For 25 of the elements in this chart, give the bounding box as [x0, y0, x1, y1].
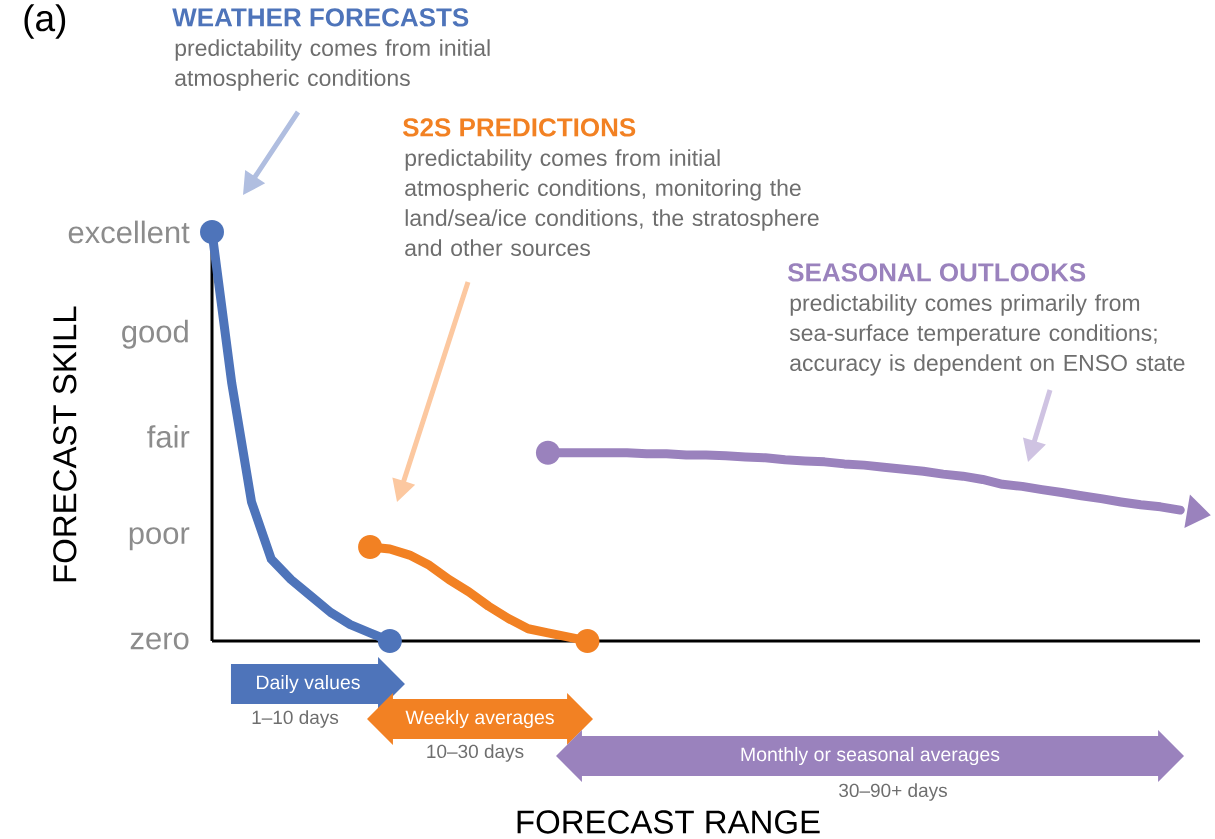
point [575, 629, 600, 653]
text: Monthly or seasonal averages [741, 746, 1000, 766]
text: Daily values [257, 674, 360, 694]
text: FORECAST RANGE [517, 810, 820, 834]
text: WEATHER FORECASTS [172, 8, 469, 27]
text: S2S PREDICTIONS [402, 118, 636, 137]
text: fair [147, 425, 190, 448]
annotation: predictability comes primarily from sea-surface temperature conditions; accuracy is dependent on ENSO state [789, 294, 1185, 376]
text: (a) [24, 4, 66, 39]
annotation: predictability comes from initial atmospheric conditions, monitoring the land/sea/ice conditions, the stratosphere and other sources [405, 149, 819, 257]
text: predictability comes from initial atmospheric conditions [175, 39, 490, 91]
point [377, 629, 402, 653]
y-axis-title: FORECAST SKILL [53, 306, 77, 582]
text: poor [129, 527, 190, 551]
point [535, 440, 560, 465]
text: 30–90+ days [839, 783, 947, 801]
text: SEASONAL OUTLOOKS [787, 263, 1086, 282]
text: excellent [68, 220, 190, 244]
text: 10–30 days [427, 744, 524, 762]
text: Weekly averages [405, 709, 554, 729]
point [200, 220, 225, 244]
text: zero [130, 632, 189, 650]
text: 1–10 days [252, 710, 339, 728]
text: good [122, 319, 188, 349]
point [358, 534, 383, 559]
